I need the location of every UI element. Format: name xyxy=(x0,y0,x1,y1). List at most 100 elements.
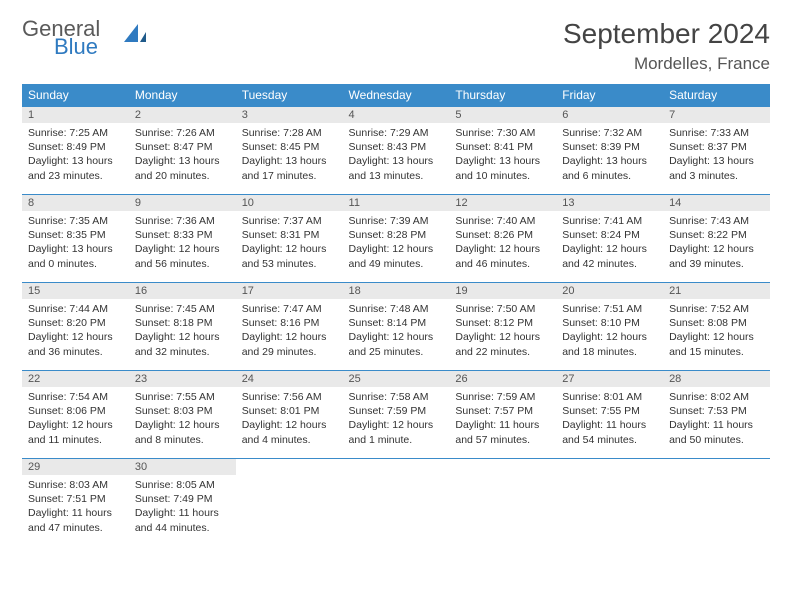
daylight-text-1: Daylight: 12 hours xyxy=(455,242,550,256)
sunrise-text: Sunrise: 7:30 AM xyxy=(455,126,550,140)
sunset-text: Sunset: 8:35 PM xyxy=(28,228,123,242)
day-number: 19 xyxy=(449,283,556,299)
sunrise-text: Sunrise: 7:47 AM xyxy=(242,302,337,316)
daylight-text-2: and 39 minutes. xyxy=(669,257,764,271)
sunrise-text: Sunrise: 7:29 AM xyxy=(349,126,444,140)
day-content: Sunrise: 7:37 AMSunset: 8:31 PMDaylight:… xyxy=(236,211,343,275)
day-cell: 26Sunrise: 7:59 AMSunset: 7:57 PMDayligh… xyxy=(449,371,556,459)
day-number: 16 xyxy=(129,283,236,299)
day-cell: 7Sunrise: 7:33 AMSunset: 8:37 PMDaylight… xyxy=(663,107,770,195)
day-content: Sunrise: 7:59 AMSunset: 7:57 PMDaylight:… xyxy=(449,387,556,451)
day-cell: 13Sunrise: 7:41 AMSunset: 8:24 PMDayligh… xyxy=(556,195,663,283)
location: Mordelles, France xyxy=(563,54,770,74)
calendar-row: 29Sunrise: 8:03 AMSunset: 7:51 PMDayligh… xyxy=(22,459,770,547)
day-number: 23 xyxy=(129,371,236,387)
daylight-text-2: and 15 minutes. xyxy=(669,345,764,359)
sunrise-text: Sunrise: 7:28 AM xyxy=(242,126,337,140)
sunset-text: Sunset: 8:31 PM xyxy=(242,228,337,242)
sunset-text: Sunset: 8:28 PM xyxy=(349,228,444,242)
day-content: Sunrise: 7:54 AMSunset: 8:06 PMDaylight:… xyxy=(22,387,129,451)
daylight-text-2: and 3 minutes. xyxy=(669,169,764,183)
day-content: Sunrise: 8:03 AMSunset: 7:51 PMDaylight:… xyxy=(22,475,129,539)
daylight-text-1: Daylight: 11 hours xyxy=(28,506,123,520)
day-content: Sunrise: 7:35 AMSunset: 8:35 PMDaylight:… xyxy=(22,211,129,275)
daylight-text-2: and 53 minutes. xyxy=(242,257,337,271)
daylight-text-2: and 29 minutes. xyxy=(242,345,337,359)
day-cell: 14Sunrise: 7:43 AMSunset: 8:22 PMDayligh… xyxy=(663,195,770,283)
day-content: Sunrise: 7:45 AMSunset: 8:18 PMDaylight:… xyxy=(129,299,236,363)
day-cell: 20Sunrise: 7:51 AMSunset: 8:10 PMDayligh… xyxy=(556,283,663,371)
sunrise-text: Sunrise: 7:32 AM xyxy=(562,126,657,140)
day-number: 25 xyxy=(343,371,450,387)
day-number: 10 xyxy=(236,195,343,211)
day-number: 20 xyxy=(556,283,663,299)
weekday-header: Saturday xyxy=(663,84,770,107)
day-number: 24 xyxy=(236,371,343,387)
daylight-text-2: and 42 minutes. xyxy=(562,257,657,271)
day-cell: 21Sunrise: 7:52 AMSunset: 8:08 PMDayligh… xyxy=(663,283,770,371)
sunrise-text: Sunrise: 7:59 AM xyxy=(455,390,550,404)
sunset-text: Sunset: 7:53 PM xyxy=(669,404,764,418)
daylight-text-2: and 4 minutes. xyxy=(242,433,337,447)
day-content: Sunrise: 7:41 AMSunset: 8:24 PMDaylight:… xyxy=(556,211,663,275)
daylight-text-1: Daylight: 12 hours xyxy=(562,330,657,344)
sunset-text: Sunset: 7:59 PM xyxy=(349,404,444,418)
day-number: 11 xyxy=(343,195,450,211)
daylight-text-2: and 32 minutes. xyxy=(135,345,230,359)
sunset-text: Sunset: 8:33 PM xyxy=(135,228,230,242)
sunset-text: Sunset: 8:06 PM xyxy=(28,404,123,418)
daylight-text-1: Daylight: 12 hours xyxy=(242,242,337,256)
day-number: 27 xyxy=(556,371,663,387)
day-cell: 25Sunrise: 7:58 AMSunset: 7:59 PMDayligh… xyxy=(343,371,450,459)
daylight-text-2: and 17 minutes. xyxy=(242,169,337,183)
daylight-text-2: and 25 minutes. xyxy=(349,345,444,359)
sunrise-text: Sunrise: 7:36 AM xyxy=(135,214,230,228)
day-number: 8 xyxy=(22,195,129,211)
daylight-text-1: Daylight: 13 hours xyxy=(28,154,123,168)
day-content: Sunrise: 7:33 AMSunset: 8:37 PMDaylight:… xyxy=(663,123,770,187)
daylight-text-2: and 56 minutes. xyxy=(135,257,230,271)
sunset-text: Sunset: 8:01 PM xyxy=(242,404,337,418)
sunset-text: Sunset: 8:22 PM xyxy=(669,228,764,242)
daylight-text-1: Daylight: 12 hours xyxy=(28,330,123,344)
daylight-text-1: Daylight: 12 hours xyxy=(28,418,123,432)
daylight-text-2: and 57 minutes. xyxy=(455,433,550,447)
day-content: Sunrise: 7:28 AMSunset: 8:45 PMDaylight:… xyxy=(236,123,343,187)
day-cell: 4Sunrise: 7:29 AMSunset: 8:43 PMDaylight… xyxy=(343,107,450,195)
sunset-text: Sunset: 8:43 PM xyxy=(349,140,444,154)
day-number: 13 xyxy=(556,195,663,211)
sunset-text: Sunset: 8:37 PM xyxy=(669,140,764,154)
calendar-row: 1Sunrise: 7:25 AMSunset: 8:49 PMDaylight… xyxy=(22,107,770,195)
header: General Blue September 2024 Mordelles, F… xyxy=(22,18,770,74)
daylight-text-1: Daylight: 12 hours xyxy=(669,242,764,256)
day-content: Sunrise: 7:32 AMSunset: 8:39 PMDaylight:… xyxy=(556,123,663,187)
day-content: Sunrise: 7:36 AMSunset: 8:33 PMDaylight:… xyxy=(129,211,236,275)
day-cell: 17Sunrise: 7:47 AMSunset: 8:16 PMDayligh… xyxy=(236,283,343,371)
sunset-text: Sunset: 8:20 PM xyxy=(28,316,123,330)
day-cell: 3Sunrise: 7:28 AMSunset: 8:45 PMDaylight… xyxy=(236,107,343,195)
sunrise-text: Sunrise: 7:54 AM xyxy=(28,390,123,404)
day-cell: 19Sunrise: 7:50 AMSunset: 8:12 PMDayligh… xyxy=(449,283,556,371)
day-content: Sunrise: 8:01 AMSunset: 7:55 PMDaylight:… xyxy=(556,387,663,451)
day-number: 28 xyxy=(663,371,770,387)
sunset-text: Sunset: 7:57 PM xyxy=(455,404,550,418)
daylight-text-1: Daylight: 13 hours xyxy=(669,154,764,168)
day-content: Sunrise: 7:51 AMSunset: 8:10 PMDaylight:… xyxy=(556,299,663,363)
daylight-text-2: and 13 minutes. xyxy=(349,169,444,183)
day-number: 1 xyxy=(22,107,129,123)
daylight-text-1: Daylight: 12 hours xyxy=(349,330,444,344)
daylight-text-2: and 46 minutes. xyxy=(455,257,550,271)
daylight-text-2: and 11 minutes. xyxy=(28,433,123,447)
daylight-text-1: Daylight: 12 hours xyxy=(455,330,550,344)
sunset-text: Sunset: 8:26 PM xyxy=(455,228,550,242)
sunrise-text: Sunrise: 7:58 AM xyxy=(349,390,444,404)
sunrise-text: Sunrise: 7:26 AM xyxy=(135,126,230,140)
logo-sail-icon xyxy=(122,22,148,48)
sunrise-text: Sunrise: 7:50 AM xyxy=(455,302,550,316)
day-content: Sunrise: 7:47 AMSunset: 8:16 PMDaylight:… xyxy=(236,299,343,363)
sunrise-text: Sunrise: 7:55 AM xyxy=(135,390,230,404)
day-cell: 27Sunrise: 8:01 AMSunset: 7:55 PMDayligh… xyxy=(556,371,663,459)
day-content: Sunrise: 7:30 AMSunset: 8:41 PMDaylight:… xyxy=(449,123,556,187)
sunrise-text: Sunrise: 7:48 AM xyxy=(349,302,444,316)
day-content: Sunrise: 7:29 AMSunset: 8:43 PMDaylight:… xyxy=(343,123,450,187)
